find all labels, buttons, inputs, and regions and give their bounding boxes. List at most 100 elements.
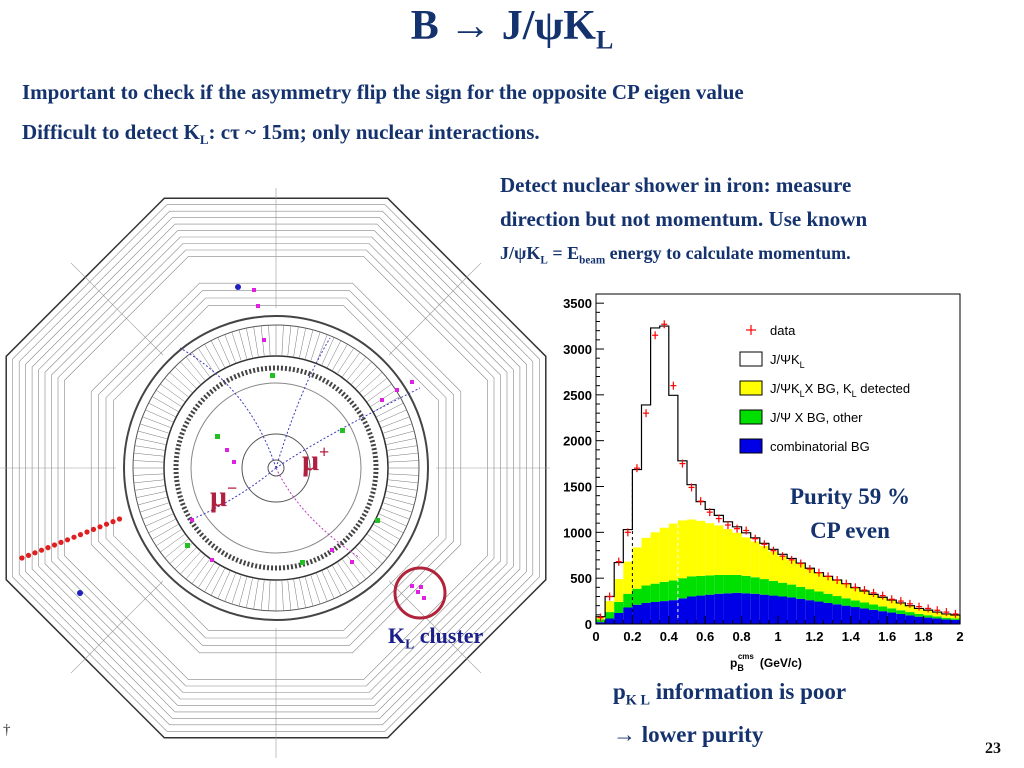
crystal bbox=[346, 356, 367, 381]
y-tick-label: 3500 bbox=[563, 296, 592, 311]
hist-bar-comb bbox=[677, 598, 687, 624]
crystal bbox=[224, 573, 236, 602]
track-4 bbox=[275, 467, 361, 559]
yoke-layer bbox=[90, 282, 462, 654]
hist-bar-kl-detected bbox=[641, 537, 651, 586]
hist-bar-kl-detected bbox=[905, 605, 915, 613]
crystal bbox=[385, 497, 415, 506]
crystal bbox=[231, 331, 242, 361]
muon-hit bbox=[25, 552, 32, 558]
muon-hit bbox=[45, 545, 51, 551]
crystal bbox=[321, 571, 335, 599]
crystal bbox=[287, 325, 292, 356]
hist-bar-comb bbox=[750, 593, 760, 624]
yoke-layer bbox=[113, 305, 439, 631]
crystal bbox=[383, 502, 413, 513]
hit-blue-2 bbox=[77, 590, 83, 596]
hist-bar-other bbox=[650, 583, 660, 602]
legend-label: combinatorial BG bbox=[770, 439, 870, 454]
crystal bbox=[327, 568, 342, 596]
crystal bbox=[316, 334, 328, 363]
x-tick-label: 0.6 bbox=[696, 629, 714, 644]
hist-bar-other bbox=[823, 593, 833, 603]
hist-bar-comb bbox=[878, 611, 888, 624]
muon-hit bbox=[77, 532, 84, 538]
hist-bar-other bbox=[723, 574, 733, 594]
x-tick-label: 2 bbox=[956, 629, 963, 644]
crystal bbox=[197, 562, 215, 589]
hist-bar-other bbox=[932, 616, 942, 619]
yoke-layer bbox=[44, 236, 508, 700]
hist-bar-kl-detected bbox=[932, 612, 942, 617]
hist-bar-comb bbox=[805, 600, 815, 624]
crystal bbox=[310, 575, 321, 605]
crystal bbox=[136, 491, 166, 498]
chart-legend: data J/ΨKL J/ΨKLX BG, KL detected J/Ψ X BG,… bbox=[739, 323, 910, 454]
crystal bbox=[185, 555, 206, 580]
page-number: 23 bbox=[985, 740, 1001, 757]
hist-bar-comb bbox=[796, 598, 806, 624]
hist-bar-kl-detected bbox=[841, 584, 851, 599]
y-tick-label: 1000 bbox=[563, 525, 592, 540]
yoke-layer bbox=[31, 223, 521, 713]
crystal bbox=[139, 502, 169, 513]
hist-bar-other bbox=[768, 580, 778, 596]
crystal bbox=[148, 519, 176, 534]
hist-bar-kl-detected bbox=[696, 520, 706, 576]
hist-bar-other bbox=[605, 612, 615, 619]
yoke-layer bbox=[38, 230, 514, 706]
muon-hit bbox=[71, 534, 77, 540]
crystal bbox=[217, 337, 231, 365]
hist-bar-kl-detected bbox=[896, 602, 906, 611]
hist-bar-kl-detected bbox=[832, 580, 842, 597]
crystal bbox=[260, 580, 265, 611]
crystal bbox=[134, 485, 165, 491]
crystal bbox=[351, 551, 372, 575]
detection-line-2: direction but not momentum. Use known bbox=[500, 207, 868, 231]
legend-swatch bbox=[739, 351, 763, 367]
crystal bbox=[332, 344, 348, 371]
crystal bbox=[388, 479, 419, 484]
crystal bbox=[337, 347, 355, 374]
crystal bbox=[373, 396, 400, 412]
crystal bbox=[293, 579, 299, 610]
hist-bar-other bbox=[832, 596, 842, 605]
hist-bar-kl-detected bbox=[759, 546, 769, 580]
legend-label: J/ΨKLX BG, KL detected bbox=[770, 381, 910, 399]
crystal bbox=[180, 551, 201, 575]
crystal bbox=[169, 372, 193, 393]
hist-bar-other bbox=[741, 575, 751, 594]
track-5 bbox=[275, 337, 331, 469]
crystal bbox=[388, 473, 419, 476]
crystal bbox=[246, 328, 253, 358]
crystal bbox=[231, 575, 242, 605]
crystal bbox=[224, 334, 236, 363]
hist-bar-kl-detected bbox=[677, 520, 687, 579]
crystal bbox=[316, 573, 328, 602]
hist-bar-kl-detected bbox=[732, 532, 742, 575]
hist-bar-comb bbox=[778, 596, 788, 624]
hist-bar-comb bbox=[605, 618, 615, 624]
kl-cluster-hits bbox=[410, 584, 426, 600]
momentum-note-line-2: → lower purity bbox=[613, 721, 764, 747]
momentum-histogram: 0 500 1000 1500 2000 2500 3000 3500 0 0.2 0.4 0.6 0.… bbox=[550, 282, 1024, 672]
data-points bbox=[597, 320, 959, 622]
crystal bbox=[136, 438, 166, 445]
hist-bar-comb bbox=[696, 595, 706, 624]
hist-bar-other bbox=[759, 579, 769, 595]
purity-note: Purity 59 % CP even bbox=[740, 480, 960, 548]
hist-bar-kl-detected bbox=[778, 556, 788, 583]
x-tick-label: 0 bbox=[592, 629, 599, 644]
detection-line-1: Detect nuclear shower in iron: measure bbox=[500, 173, 852, 197]
crystal bbox=[204, 565, 220, 592]
crystal bbox=[332, 565, 348, 592]
crystal bbox=[191, 352, 210, 377]
crystal bbox=[148, 402, 176, 417]
hist-bar-comb bbox=[596, 622, 606, 624]
legend-swatch bbox=[739, 409, 763, 425]
hist-bar-comb bbox=[641, 602, 651, 624]
hist-bar-comb bbox=[723, 593, 733, 624]
barrel-spokes bbox=[0, 188, 560, 758]
crystal bbox=[145, 409, 173, 423]
dagger-mark: † bbox=[3, 722, 11, 738]
